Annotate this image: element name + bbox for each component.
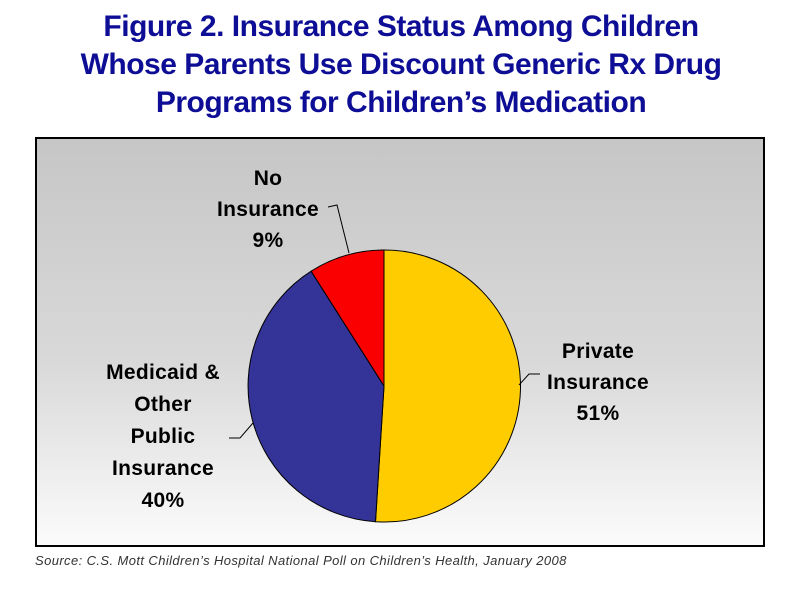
pie-slice-medicaid-other-public-insurance xyxy=(247,270,385,523)
label-no-insurance-line-2: Insurance xyxy=(217,198,319,221)
label-no-insurance-value: 9% xyxy=(252,229,284,252)
label-medicaid-line-2: Other xyxy=(134,393,192,416)
source-note: Source: C.S. Mott Children’s Hospital Na… xyxy=(35,553,567,568)
leader-line-medicaid xyxy=(229,422,254,439)
pie-chart xyxy=(229,204,540,523)
label-no-insurance-line-1: No xyxy=(253,167,283,190)
pie-slice-private-insurance xyxy=(374,249,522,523)
label-private-insurance: Private Insurance 51% xyxy=(513,336,683,429)
label-medicaid-public-insurance: Medicaid & Other Public Insurance 40% xyxy=(68,357,258,517)
figure-title-line-3: Programs for Children’s Medication xyxy=(155,86,647,119)
label-medicaid-value: 40% xyxy=(141,489,185,512)
figure-title-line-1: Figure 2. Insurance Status Among Childre… xyxy=(103,10,699,43)
label-medicaid-line-1: Medicaid & xyxy=(106,361,220,384)
pie-slices xyxy=(247,249,522,523)
figure-title: Figure 2. Insurance Status Among Childre… xyxy=(0,8,802,122)
leader-line-no-insurance xyxy=(327,204,350,254)
pie-slice-no-insurance xyxy=(310,249,385,388)
label-private-insurance-value: 51% xyxy=(576,402,620,425)
label-medicaid-line-4: Insurance xyxy=(112,457,214,480)
figure-title-line-2: Whose Parents Use Discount Generic Rx Dr… xyxy=(80,48,722,81)
chart-plot-area: No Insurance 9% Private Insurance 51% Me… xyxy=(35,137,765,547)
label-private-insurance-line-2: Insurance xyxy=(547,371,649,394)
label-private-insurance-line-1: Private xyxy=(561,340,635,363)
label-no-insurance: No Insurance 9% xyxy=(183,163,353,256)
leader-line-private-insurance xyxy=(518,373,540,386)
label-medicaid-line-3: Public xyxy=(130,425,196,448)
